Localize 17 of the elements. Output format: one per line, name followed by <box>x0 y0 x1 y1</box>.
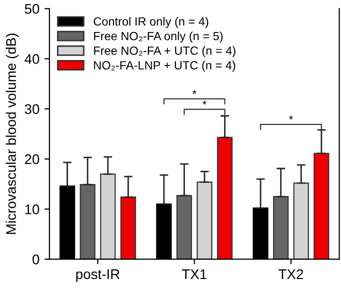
legend-label: Control IR only (n = 4) <box>94 16 208 28</box>
y-tick-label: 10 <box>25 204 40 214</box>
annotation: * <box>202 100 207 104</box>
y-tick-label: 0 <box>32 254 40 264</box>
y-tick-label: 50 <box>24 4 40 14</box>
annotation: * <box>289 116 293 120</box>
x-tick-label: TX1 <box>182 269 206 279</box>
x-tick-label: post-IR <box>76 269 120 282</box>
legend-label: Free NO₂-FA + UTC (n = 4) <box>94 46 236 58</box>
y-tick-label: 40 <box>24 54 40 64</box>
x-tick-label: TX2 <box>278 269 304 279</box>
legend-label: Free NO₂-FA only (n = 5) <box>94 32 223 43</box>
y-tick-label: 30 <box>24 104 40 114</box>
y-axis-title: Microvascular blood volume (dB) <box>6 34 19 234</box>
legend-label: NO₂-FA-LNP + UTC (n = 4) <box>94 60 236 72</box>
annotation: * <box>192 90 196 94</box>
y-tick-label: 20 <box>24 154 40 164</box>
